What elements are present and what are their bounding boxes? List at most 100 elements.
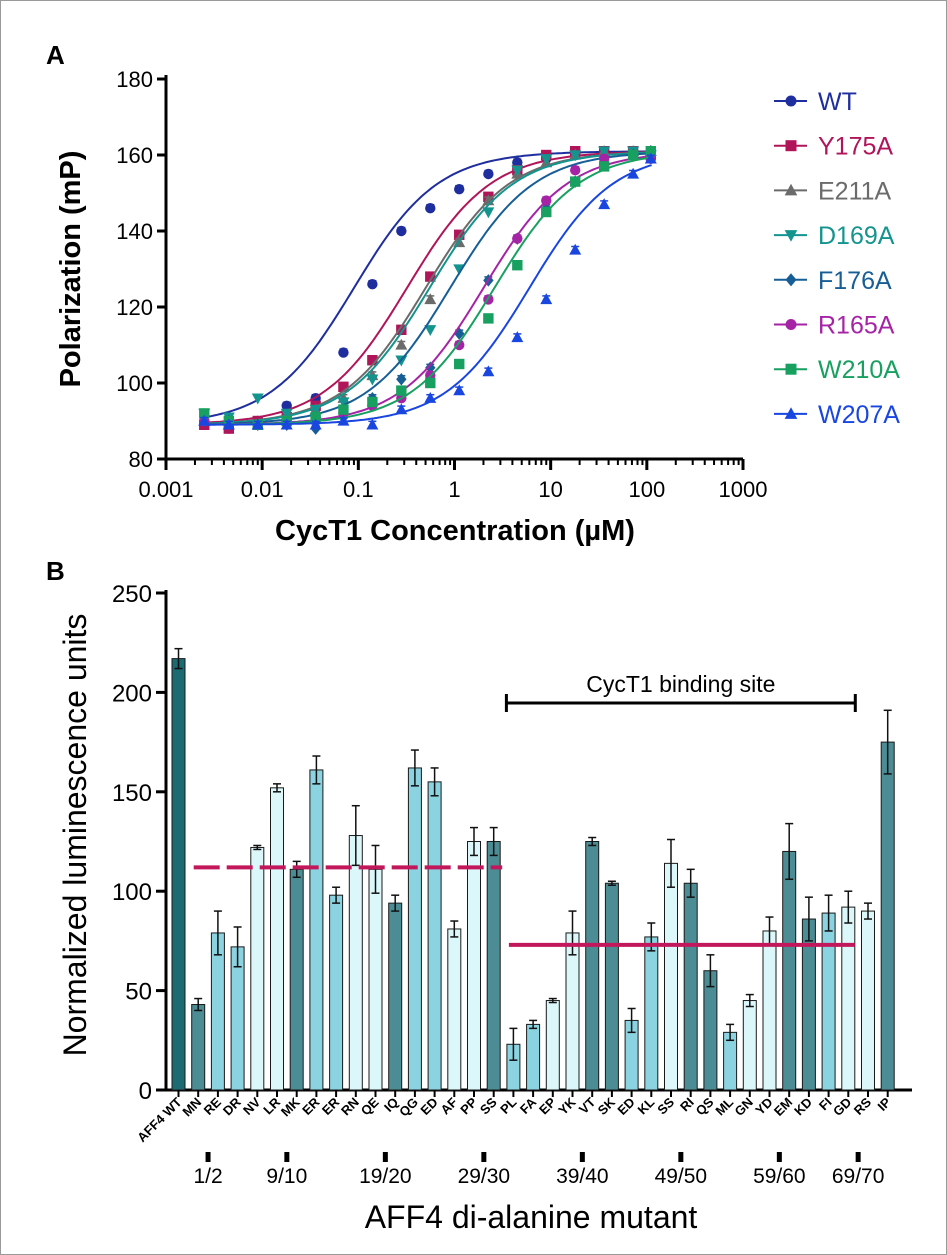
- group-label: 59/60: [753, 1165, 806, 1188]
- legend-item: E211A: [774, 177, 892, 205]
- bar-group: [388, 894, 403, 1091]
- marker-square: [396, 385, 407, 396]
- marker-triangle-down: [366, 374, 379, 386]
- marker-triangle: [644, 152, 657, 164]
- marker-triangle: [598, 198, 611, 210]
- bar-group: [545, 997, 560, 1091]
- bar-group: [585, 836, 600, 1091]
- series-d169a: [198, 146, 657, 425]
- group-label: 1/2: [193, 1165, 222, 1188]
- bar-group: [742, 993, 757, 1091]
- group-marker: [284, 1152, 290, 1162]
- bar: [250, 846, 265, 1091]
- legend-label: W207A: [818, 401, 900, 429]
- marker-triangle: [482, 365, 495, 377]
- bar-group: [762, 916, 777, 1091]
- panel-label-b: B: [46, 556, 65, 586]
- bar: [348, 835, 363, 1091]
- group-marker: [382, 1152, 388, 1162]
- bar-group: [880, 709, 895, 1091]
- legend-label: R165A: [818, 312, 895, 340]
- legend-label: D169A: [818, 222, 895, 250]
- marker-square: [645, 146, 657, 157]
- legend-item: D169A: [774, 222, 895, 250]
- bar-group: [782, 822, 797, 1091]
- bar-group: [368, 844, 383, 1091]
- legend-item: F176A: [774, 267, 892, 295]
- series-w207a: [198, 152, 657, 430]
- legend-item: R165A: [774, 312, 895, 340]
- marker-circle: [425, 203, 436, 214]
- marker-triangle: [366, 418, 379, 430]
- marker-triangle-down: [309, 404, 322, 416]
- x-tick-label: 10: [538, 477, 562, 502]
- marker-square: [454, 358, 465, 370]
- marker-circle: [512, 233, 523, 244]
- fit-curve: [204, 151, 652, 425]
- bar-group: [664, 838, 678, 1091]
- bar: [427, 781, 442, 1091]
- bar: [861, 910, 875, 1091]
- marker-triangle-down: [540, 154, 553, 166]
- x-axis-title: CycT1 Concentration (µM): [275, 515, 635, 547]
- marker-triangle: [395, 338, 408, 350]
- x-tick-label: 0.01: [241, 477, 284, 502]
- bar: [329, 894, 344, 1091]
- y-tick-label: 0: [139, 1078, 152, 1105]
- panel-label-a: A: [46, 40, 65, 70]
- marker-circle: [367, 279, 378, 290]
- bar: [526, 1023, 541, 1091]
- group-marker: [776, 1152, 782, 1162]
- legend-label: E211A: [818, 177, 892, 205]
- y-tick-label: 160: [116, 143, 153, 168]
- y-tick-label: 80: [129, 447, 153, 472]
- marker-triangle: [511, 331, 524, 343]
- bar-group: [289, 860, 304, 1091]
- legend-item: W210A: [774, 356, 900, 384]
- bar-group: [230, 926, 245, 1091]
- marker-triangle-down: [424, 325, 437, 337]
- bar: [742, 1000, 757, 1091]
- marker-triangle: [222, 418, 235, 430]
- marker-circle: [541, 195, 552, 206]
- marker-triangle-down: [784, 230, 798, 242]
- bar-group: [447, 920, 462, 1091]
- marker-square: [367, 355, 378, 366]
- bar: [486, 841, 501, 1091]
- marker-triangle-down: [569, 150, 582, 162]
- y-tick-label: 150: [112, 780, 152, 807]
- y-axis-title: Normalized luminescence units: [57, 614, 93, 1057]
- bar: [703, 970, 718, 1091]
- y-tick-label: 120: [116, 295, 153, 320]
- marker-triangle: [424, 391, 437, 403]
- marker-square: [541, 206, 552, 218]
- bar: [171, 658, 186, 1091]
- bar: [407, 767, 422, 1091]
- marker-square: [199, 408, 210, 419]
- bar-group: [486, 826, 501, 1091]
- bar: [585, 841, 600, 1091]
- marker-triangle: [198, 414, 211, 426]
- bar-group: [723, 1023, 738, 1091]
- marker-triangle: [784, 407, 798, 419]
- marker-circle: [785, 319, 797, 330]
- bar-group: [703, 954, 718, 1091]
- bar: [545, 1000, 560, 1091]
- bar-group: [210, 910, 225, 1091]
- y-axis-title: Polarization (mP): [55, 151, 87, 388]
- y-tick-label: 250: [112, 581, 152, 608]
- bar-group: [683, 868, 698, 1091]
- marker-triangle-down: [280, 408, 293, 420]
- marker-square: [367, 396, 378, 408]
- bar-group: [604, 880, 619, 1091]
- annotation-label: CycT1 binding site: [586, 671, 775, 697]
- marker-triangle: [453, 384, 466, 396]
- group-marker: [579, 1152, 585, 1162]
- marker-square: [483, 313, 494, 324]
- marker-square: [570, 176, 581, 187]
- legend-label: WT: [818, 88, 857, 116]
- bar: [270, 787, 284, 1091]
- group-label: 39/40: [556, 1165, 609, 1188]
- chart-b-luminescence-bars: 0 50 100 150 200 250 Normalized luminescence u…: [57, 581, 912, 1235]
- x-tick-label: 100: [628, 477, 665, 502]
